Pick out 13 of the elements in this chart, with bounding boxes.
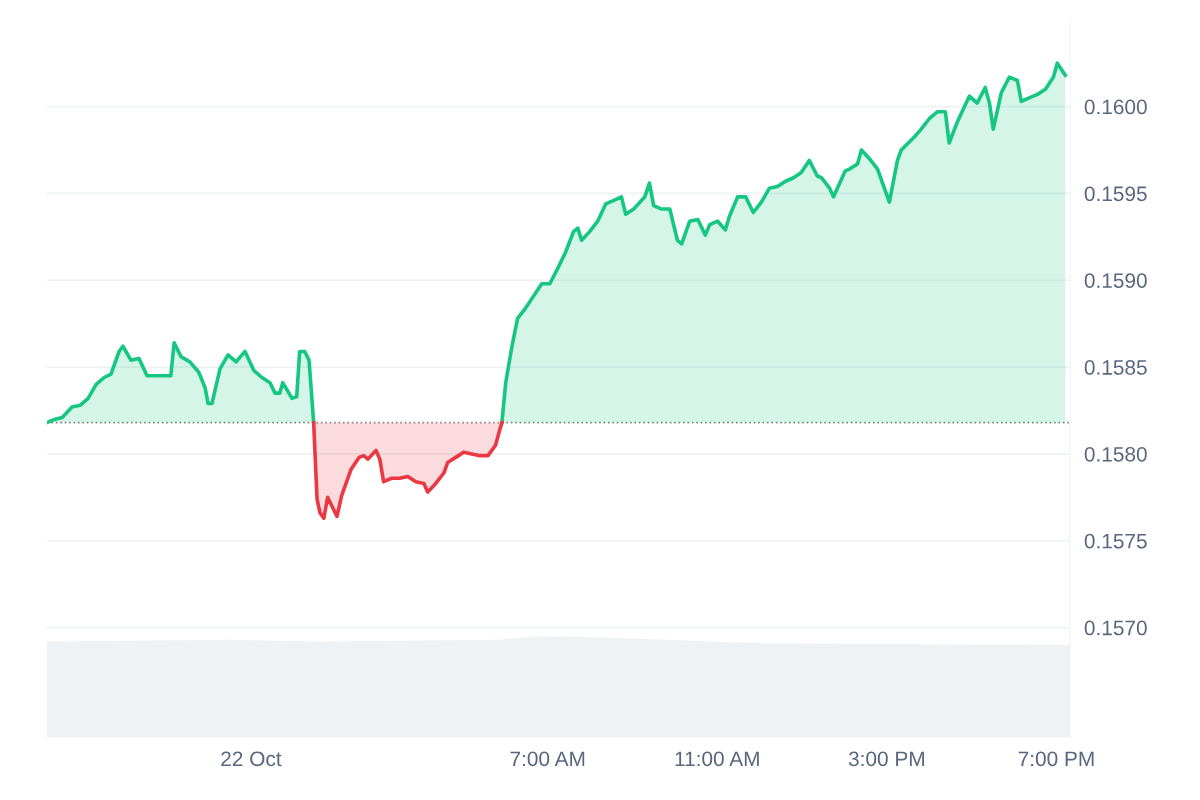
y-tick-label: 0.1575 [1084,533,1147,549]
x-tick-label: 3:00 PM [848,751,924,767]
y-tick-label: 0.1600 [1084,99,1147,115]
x-tick-label: 22 Oct [221,751,282,767]
x-tick-label: 7:00 AM [510,751,585,767]
y-tick-label: 0.1570 [1084,620,1147,636]
x-tick-label: 11:00 AM [675,751,759,767]
y-tick-label: 0.1595 [1084,186,1147,202]
y-tick-label: 0.1590 [1084,273,1147,288]
x-tick-label: 7:00 PM [1018,751,1094,767]
line-series [311,420,504,520]
y-tick-label: 0.1580 [1084,446,1147,462]
y-tick-label: 0.1585 [1084,360,1147,375]
